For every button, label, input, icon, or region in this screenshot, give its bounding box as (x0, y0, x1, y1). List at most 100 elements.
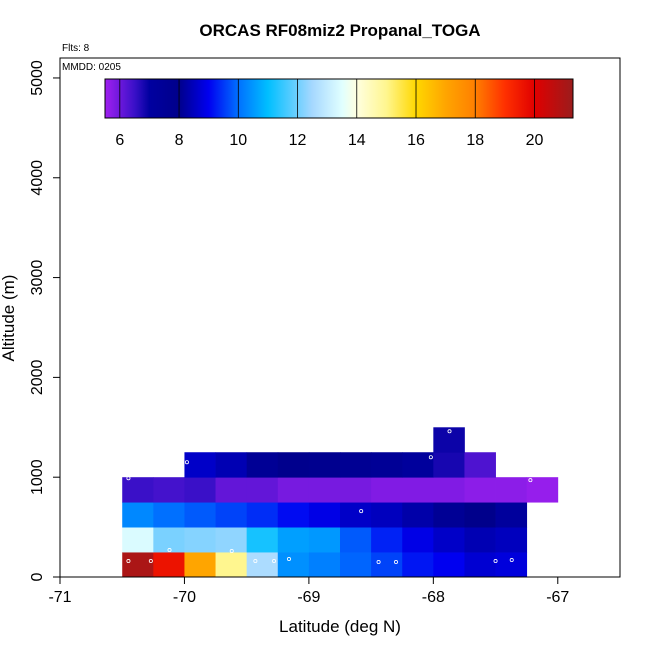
heatmap-cell (371, 502, 403, 528)
heatmap-cell (464, 452, 496, 478)
heatmap-cell (184, 552, 216, 578)
y-axis: 0 1000 2000 3000 4000 5000 (29, 60, 60, 581)
heatmap-cell (215, 452, 248, 478)
heatmap-cell (246, 552, 279, 578)
heatmap-cell (308, 452, 341, 478)
heatmap-cell (308, 477, 341, 503)
heatmap-cell (402, 552, 434, 578)
heatmap-cell (153, 502, 185, 528)
sample-point (272, 559, 277, 564)
heatmap-cell (184, 502, 216, 528)
heatmap-cell (122, 502, 154, 528)
heatmap-cell (495, 527, 528, 553)
x-axis-title: Latitude (deg N) (279, 617, 401, 636)
flights-note: Flts: 8 (62, 43, 90, 54)
heatmap-cell (371, 552, 403, 578)
heatmap-cell (402, 452, 434, 478)
heatmap-cell (184, 452, 216, 478)
x-axis: -71 -70 -69 -68 -67 (48, 576, 569, 606)
heatmap-cell (433, 552, 465, 578)
colorbar-tick-label: 6 (115, 132, 124, 149)
sample-point (393, 560, 398, 565)
heatmap-cell (495, 502, 528, 528)
y-tick-label: 3000 (29, 260, 46, 296)
colorbar-tick-label: 12 (289, 132, 307, 149)
colorbar-tick-label: 18 (466, 132, 484, 149)
x-tick-label: -69 (297, 589, 320, 606)
x-tick-label: -68 (422, 589, 445, 606)
colorbar-tick-label: 14 (348, 132, 366, 149)
colorbar-ticks: 6 8 10 12 14 16 18 20 (115, 79, 543, 149)
colorbar-gradient (104, 78, 574, 119)
heatmap-cell (340, 477, 372, 503)
heatmap-cell (433, 502, 465, 528)
heatmap-cell (246, 502, 279, 528)
heatmap-cell (153, 552, 185, 578)
heatmap-cell (464, 552, 496, 578)
heatmap-cell (277, 527, 310, 553)
heatmap-cell (308, 552, 341, 578)
heatmap-cell (122, 527, 154, 553)
sample-points (126, 429, 533, 565)
sample-point (359, 509, 364, 514)
sample-point (376, 560, 381, 565)
y-tick-label: 2000 (29, 359, 46, 395)
heatmap-cell (153, 477, 185, 503)
heatmap-cell (371, 527, 403, 553)
heatmap-cell (464, 477, 496, 503)
y-axis-title: Altitude (m) (0, 275, 18, 362)
heatmap-cell (495, 552, 528, 578)
heatmap-cell (246, 452, 279, 478)
heatmap-cell (371, 452, 403, 478)
y-tick-label: 4000 (29, 160, 46, 196)
colorbar-tick-label: 8 (175, 132, 184, 149)
heatmap-cell (215, 552, 248, 578)
heatmap-cell (371, 477, 403, 503)
heatmap-cell (308, 527, 341, 553)
heatmap-cell (402, 502, 434, 528)
sample-point (428, 455, 433, 460)
colorbar-tick-label: 10 (229, 132, 247, 149)
heatmap-cell (215, 527, 248, 553)
heatmap-cell (402, 477, 434, 503)
colorbar-tick-label: 20 (526, 132, 544, 149)
heatmap-cells (122, 427, 559, 578)
sample-point (126, 559, 131, 564)
heatmap-cell (433, 527, 465, 553)
heatmap-cell (215, 477, 248, 503)
sample-point (286, 557, 291, 562)
sample-point (493, 559, 498, 564)
heatmap-cell (340, 552, 372, 578)
sample-point (447, 429, 452, 434)
sample-point (229, 549, 234, 554)
x-tick-label: -71 (48, 589, 71, 606)
heatmap-cell (277, 452, 310, 478)
x-tick-label: -70 (173, 589, 196, 606)
colorbar-tick-label: 16 (407, 132, 425, 149)
sample-point (148, 559, 153, 564)
heatmap-cell (122, 477, 154, 503)
heatmap-cell (308, 502, 341, 528)
heatmap-cell (340, 452, 372, 478)
heatmap-cell (402, 527, 434, 553)
heatmap-cell (277, 552, 310, 578)
heatmap-cell (215, 502, 248, 528)
sample-point (167, 548, 172, 553)
heatmap-cell (184, 477, 216, 503)
heatmap-cell (246, 477, 279, 503)
heatmap-cell (495, 477, 528, 503)
y-tick-label: 0 (29, 572, 46, 581)
y-tick-label: 5000 (29, 60, 46, 96)
heatmap-cell (340, 527, 372, 553)
sample-point (184, 460, 189, 465)
colorbar: 6 8 10 12 14 16 18 20 (104, 78, 574, 149)
sample-point (253, 559, 258, 564)
heatmap-cell (433, 452, 465, 478)
heatmap-cell (464, 502, 496, 528)
sample-point (126, 476, 131, 481)
x-tick-label: -67 (546, 589, 569, 606)
chart-title: ORCAS RF08miz2 Propanal_TOGA (199, 21, 480, 40)
heatmap-cell (277, 477, 310, 503)
heatmap-cell (277, 502, 310, 528)
